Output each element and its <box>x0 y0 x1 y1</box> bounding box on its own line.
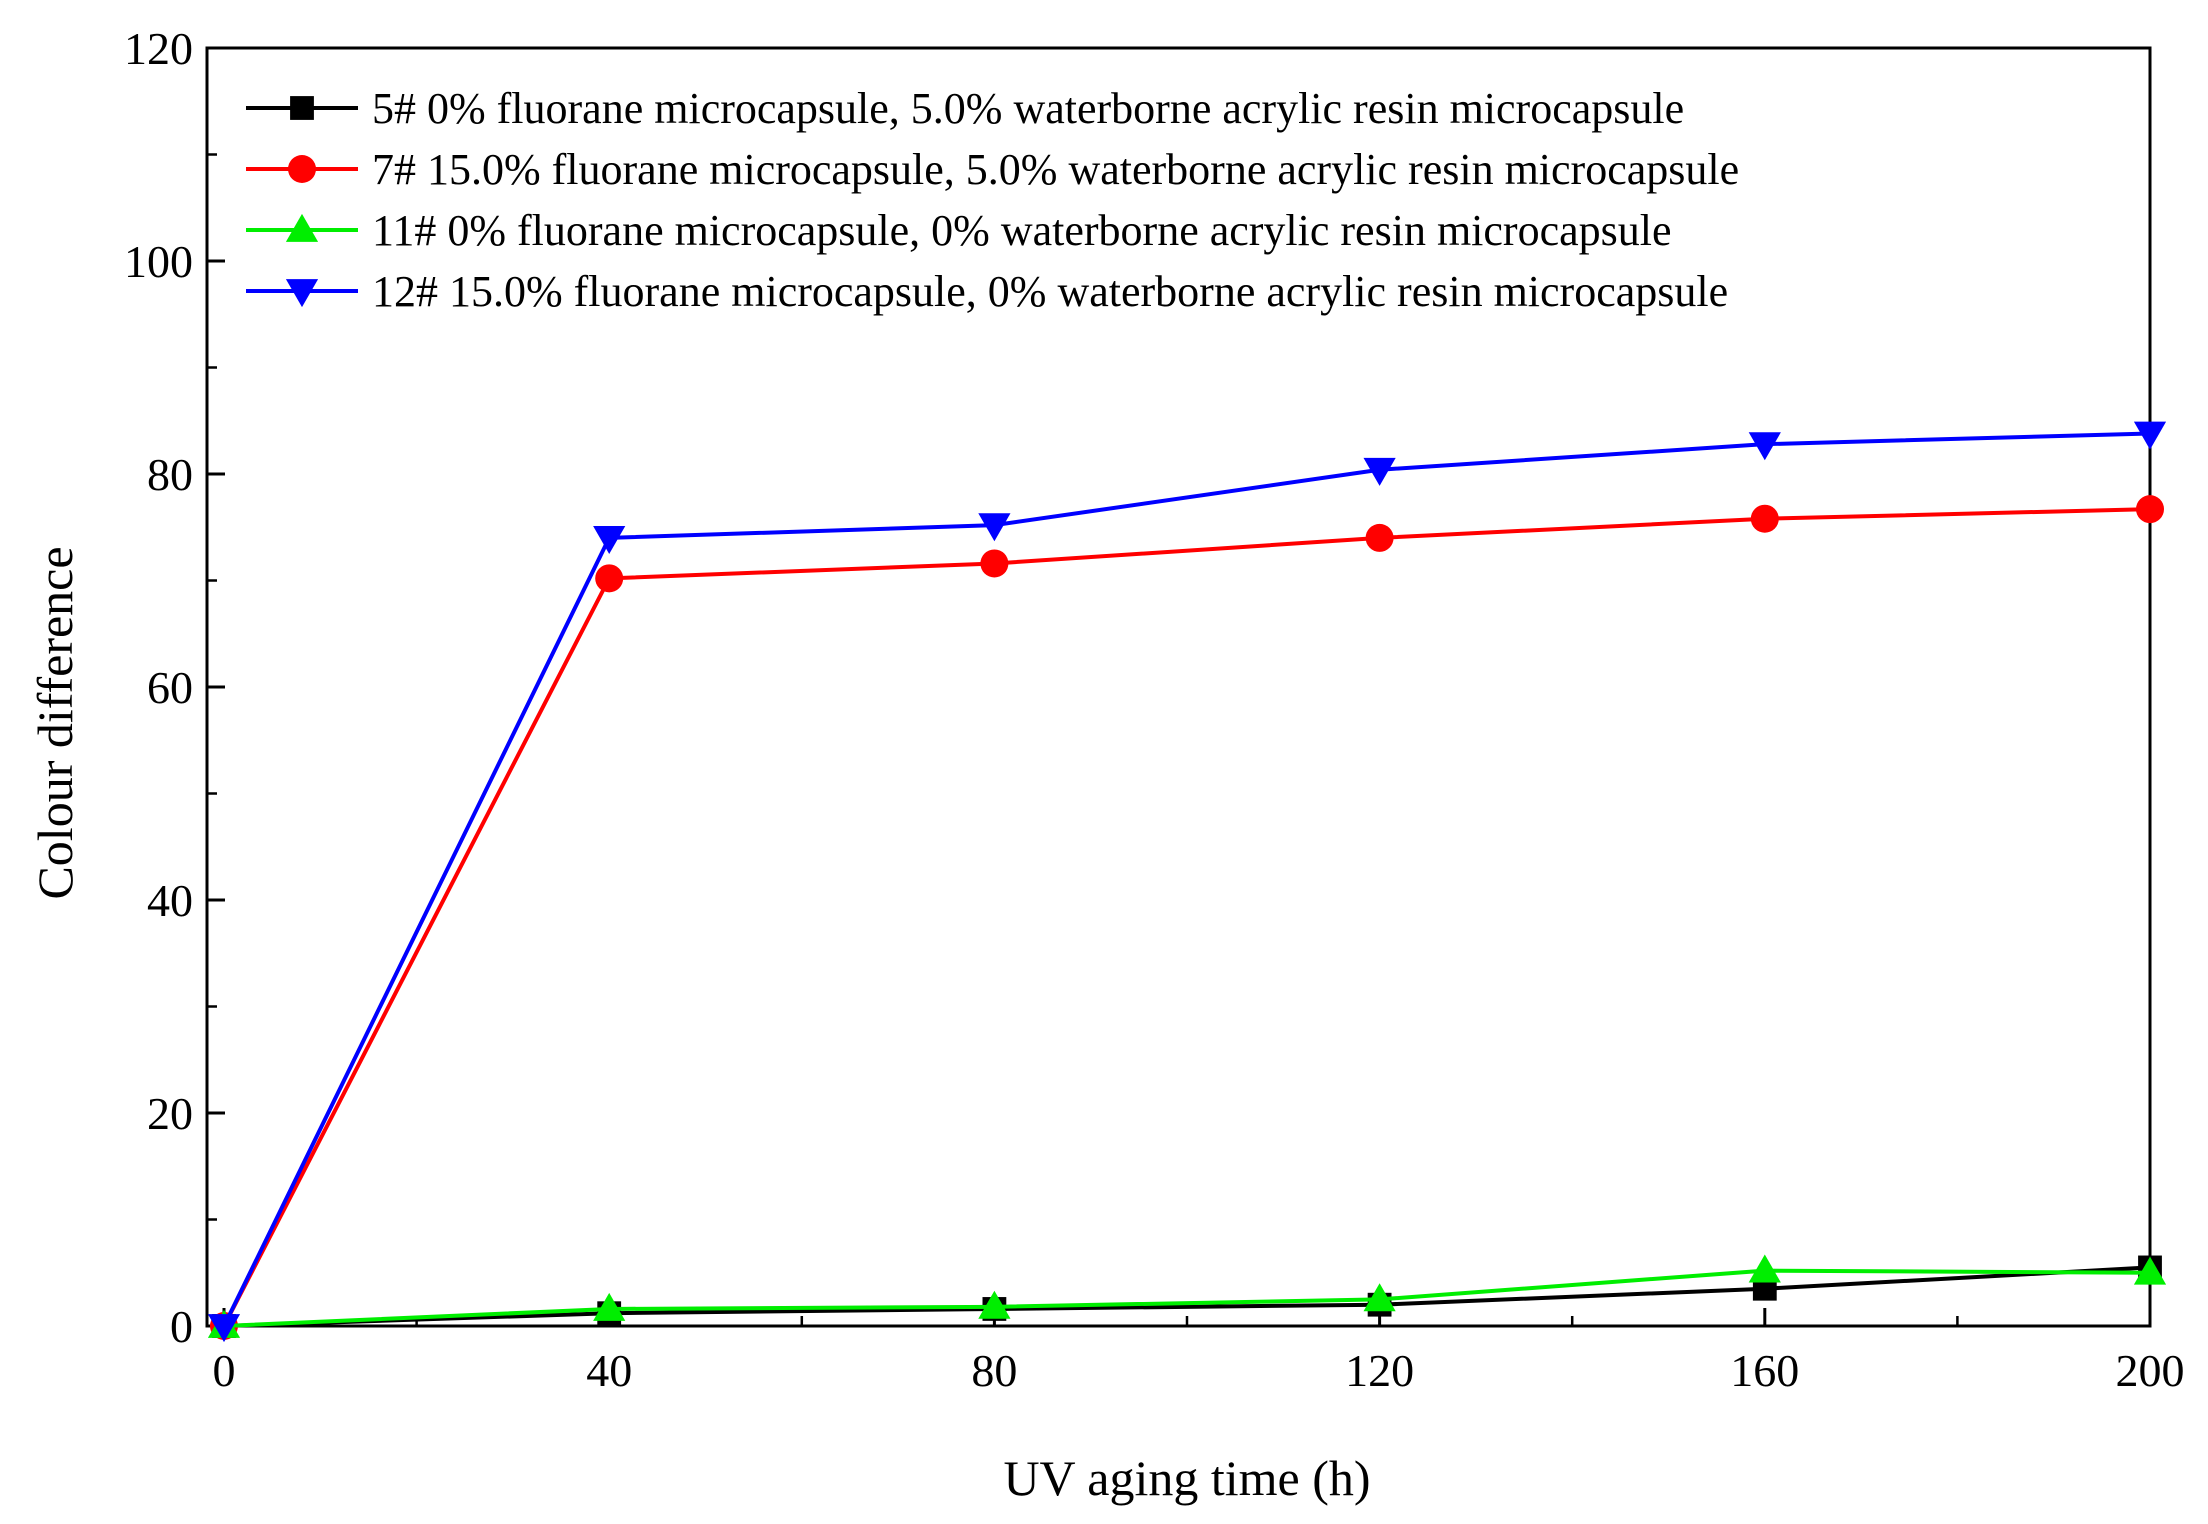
series-3 <box>207 1254 2167 1338</box>
y-tick-label: 120 <box>124 23 193 74</box>
data-point <box>1365 523 1394 552</box>
series-line <box>223 1268 2151 1328</box>
data-point <box>978 1290 1011 1319</box>
series-line <box>222 507 2151 1327</box>
y-tick-label: 20 <box>147 1088 193 1139</box>
y-tick-label: 0 <box>170 1301 193 1352</box>
legend: 5# 0% fluorane microcapsule, 5.0% waterb… <box>246 84 1739 316</box>
data-point <box>1748 432 1781 461</box>
x-tick-label: 120 <box>1345 1345 1414 1396</box>
data-point <box>2133 1256 2167 1285</box>
legend-swatch-marker <box>285 213 319 242</box>
data-point <box>1752 1276 1777 1301</box>
y-tick-label: 60 <box>147 662 193 713</box>
legend-item-3: 11# 0% fluorane microcapsule, 0% waterbo… <box>246 206 1672 255</box>
axes: 0 20 40 60 80 100 120 0 40 80 120 160 200 <box>124 23 2185 1396</box>
series-line <box>223 1265 2151 1328</box>
legend-label: 7# 15.0% fluorane microcapsule, 5.0% wat… <box>372 145 1739 194</box>
series-4 <box>207 421 2167 1343</box>
x-tick-label: 160 <box>1730 1345 1799 1396</box>
data-point <box>2136 495 2164 524</box>
x-tick-label: 80 <box>971 1345 1017 1396</box>
legend-swatch-marker <box>288 155 316 183</box>
data-point <box>1750 504 1779 533</box>
x-tick-label: 200 <box>2116 1345 2185 1396</box>
data-point <box>2133 421 2167 450</box>
data-point <box>1363 457 1396 486</box>
data-point <box>1363 1283 1396 1312</box>
y-tick-label: 40 <box>147 875 193 926</box>
series-line <box>222 431 2151 1327</box>
data-point <box>978 513 1011 542</box>
y-tick-label: 80 <box>147 449 193 500</box>
series-layer <box>207 421 2167 1343</box>
legend-swatch-marker <box>290 96 314 120</box>
legend-label: 5# 0% fluorane microcapsule, 5.0% waterb… <box>372 84 1684 133</box>
legend-item-1: 5# 0% fluorane microcapsule, 5.0% waterb… <box>246 84 1684 133</box>
x-tick-label: 40 <box>586 1345 632 1396</box>
legend-label: 11# 0% fluorane microcapsule, 0% waterbo… <box>372 206 1672 255</box>
y-axis-title: Colour difference <box>27 546 83 899</box>
data-point <box>593 1292 626 1321</box>
y-tick-label: 100 <box>124 236 193 287</box>
x-tick-label: 0 <box>213 1345 236 1396</box>
data-point <box>595 564 624 593</box>
data-point <box>980 549 1009 578</box>
legend-label: 12# 15.0% fluorane microcapsule, 0% wate… <box>372 267 1728 316</box>
data-point <box>207 1314 241 1343</box>
legend-item-4: 12# 15.0% fluorane microcapsule, 0% wate… <box>246 267 1728 316</box>
data-point <box>593 526 626 554</box>
x-axis-title: UV aging time (h) <box>1003 1450 1370 1506</box>
legend-swatch-marker <box>285 279 319 308</box>
data-point <box>1748 1254 1781 1283</box>
legend-item-2: 7# 15.0% fluorane microcapsule, 5.0% wat… <box>246 145 1739 194</box>
